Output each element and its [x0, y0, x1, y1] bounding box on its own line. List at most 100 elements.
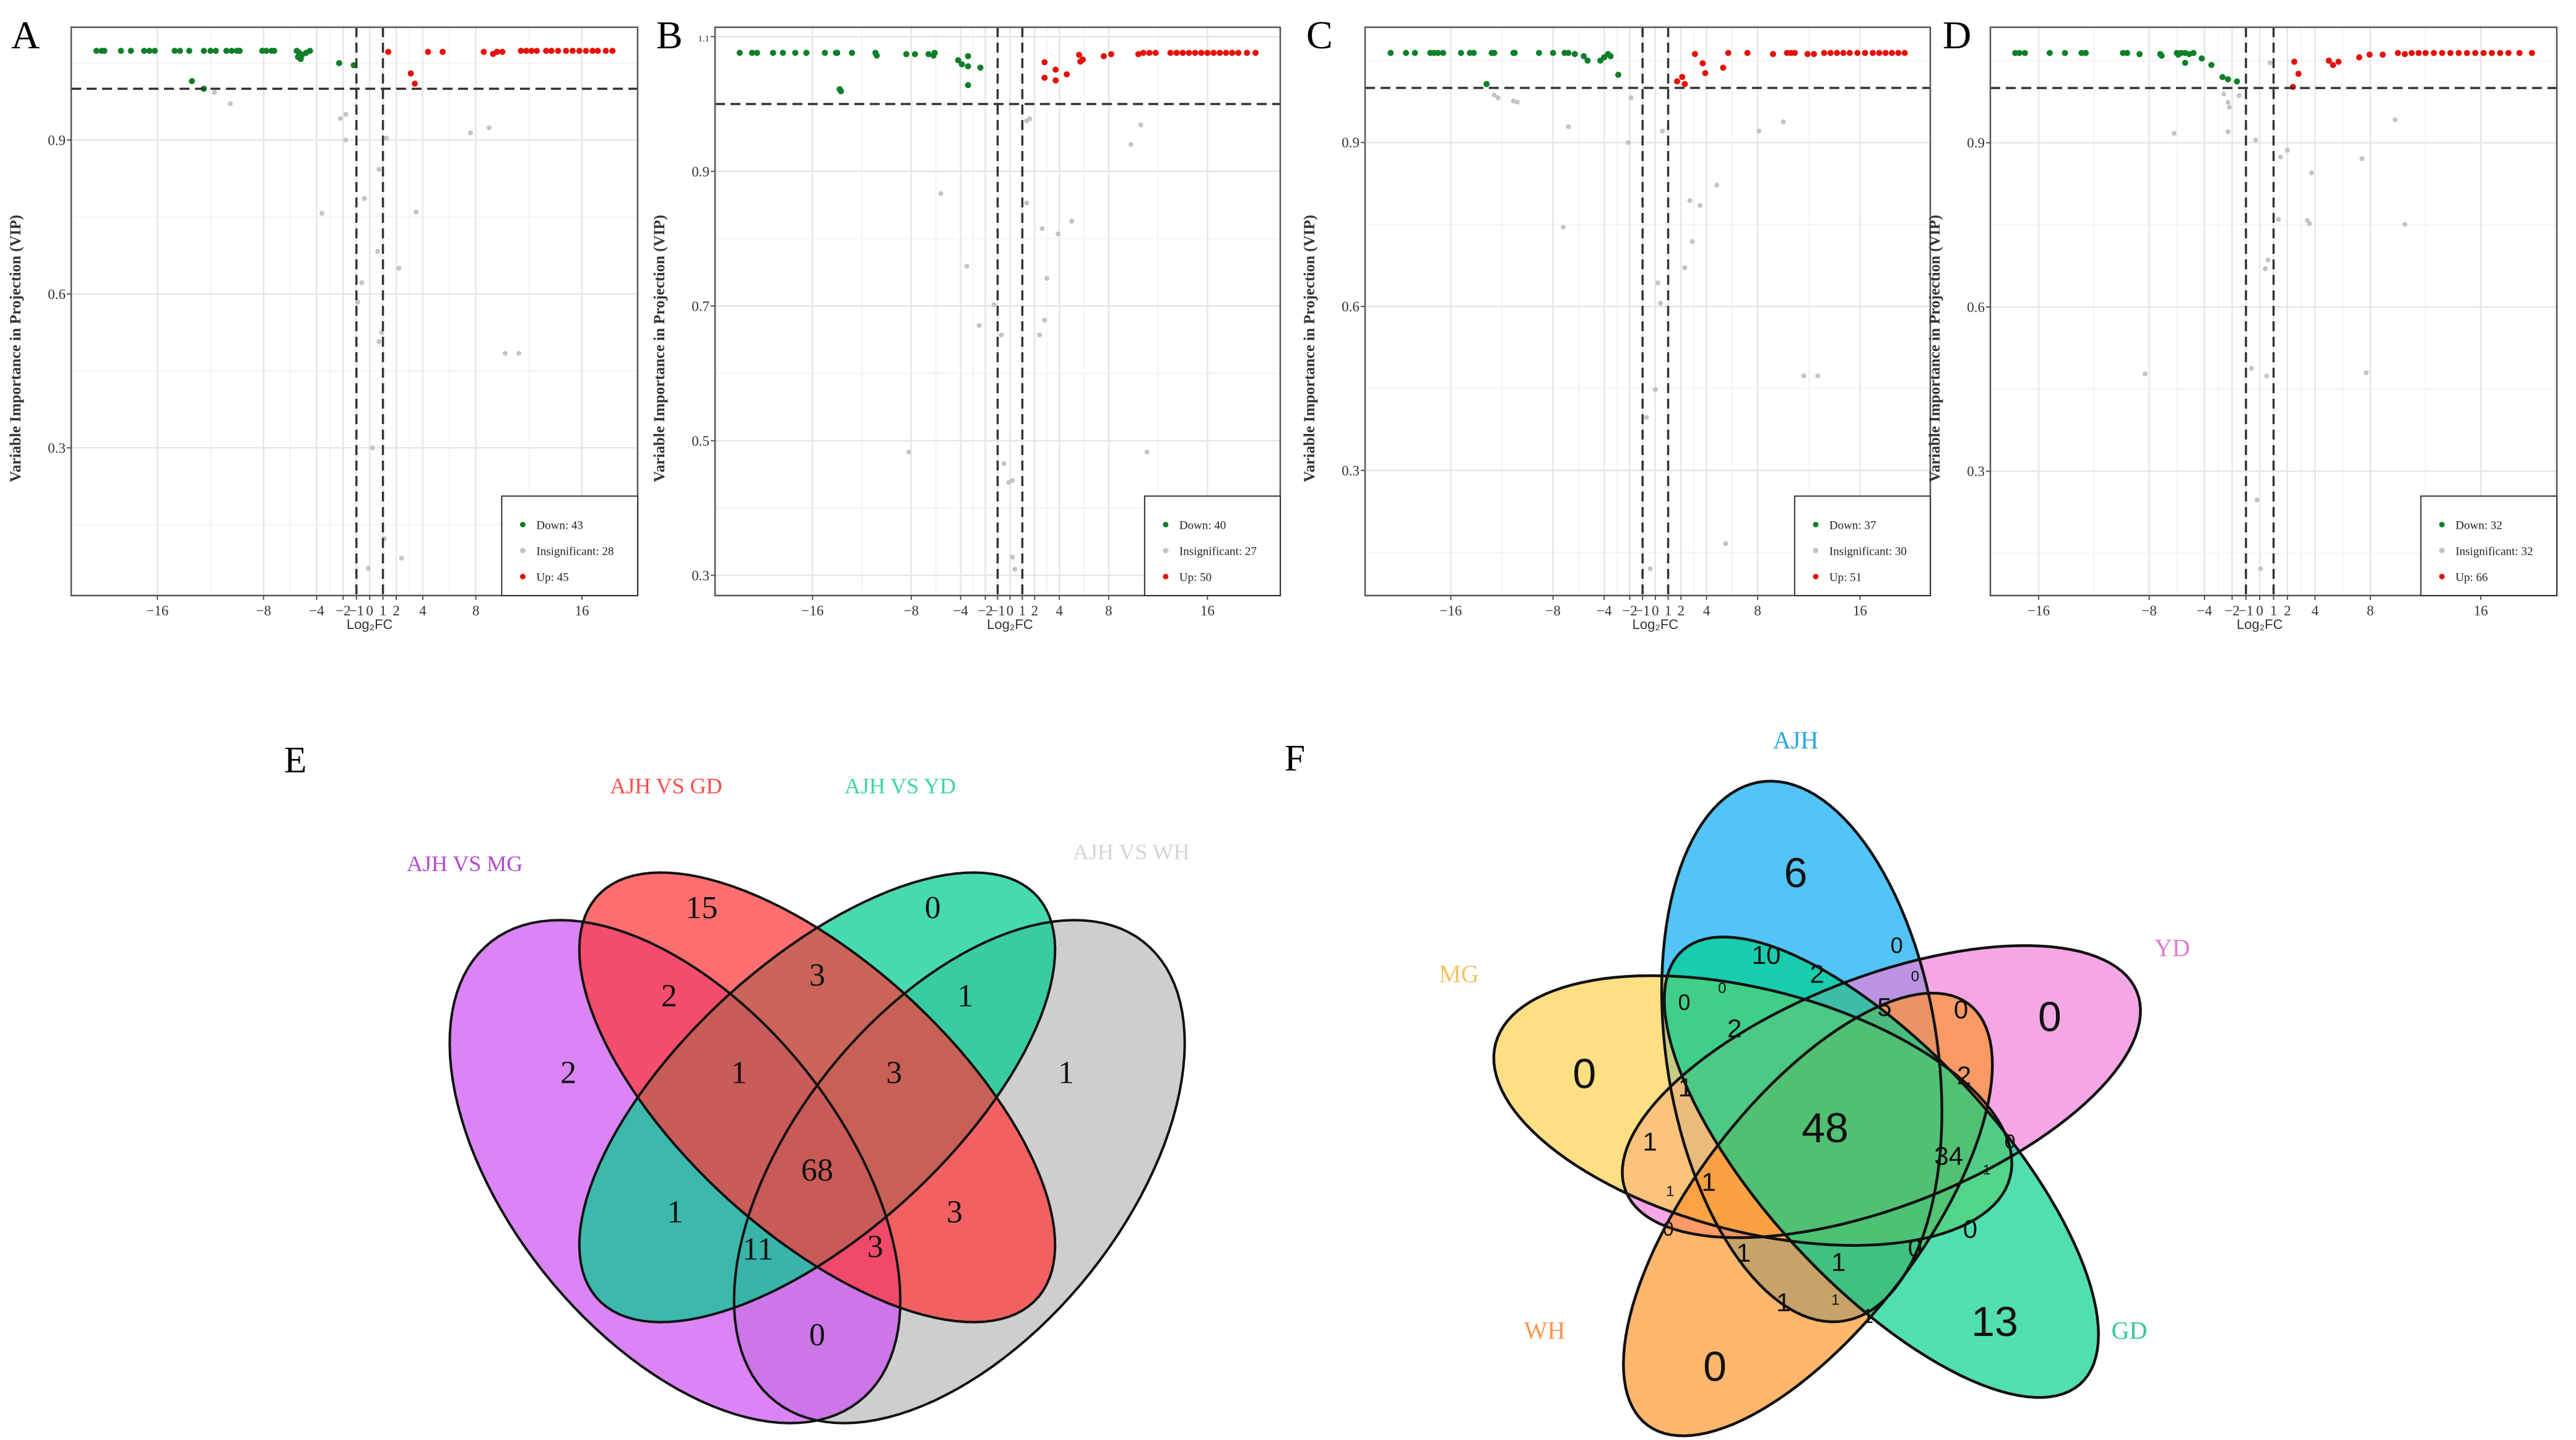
point-up	[528, 48, 535, 54]
point-insignificant	[2253, 137, 2258, 143]
point-down	[1581, 53, 1587, 59]
point-up	[1252, 50, 1259, 56]
point-up	[1052, 77, 1059, 84]
point-down	[1457, 50, 1464, 56]
x-tick-label: 8	[472, 603, 480, 618]
point-insignificant	[1042, 318, 1047, 323]
point-up	[555, 48, 562, 54]
point-insignificant	[1128, 142, 1134, 147]
point-up	[2356, 54, 2362, 61]
point-down	[965, 53, 971, 59]
venn-region-count: 1	[731, 1055, 747, 1090]
point-up	[2489, 50, 2496, 56]
venn-diagram-e: E AJH VS MG AJH VS GD AJH VS YD AJH VS WH 15 0…	[284, 740, 1190, 1425]
point-up	[1769, 51, 1776, 58]
point-insignificant	[376, 167, 382, 172]
point-up	[1076, 51, 1083, 58]
point-up	[1140, 50, 1147, 56]
point-up	[2366, 51, 2373, 58]
panel-label: D	[1943, 13, 1971, 57]
x-tick-label: −4	[1597, 603, 1612, 618]
venn-region-count: 1	[1983, 1162, 1990, 1178]
point-down	[306, 48, 313, 54]
point-up	[2291, 58, 2297, 65]
x-tick-label: −2	[978, 603, 992, 618]
point-insignificant	[376, 339, 382, 344]
point-insignificant	[1652, 387, 1658, 393]
point-up	[1674, 78, 1681, 85]
x-tick-label: −16	[801, 603, 823, 618]
point-up	[1679, 74, 1686, 80]
point-up	[2528, 50, 2535, 56]
point-up	[1854, 50, 1861, 56]
point-up	[1681, 80, 1688, 87]
legend-marker	[1813, 547, 1819, 553]
point-insignificant	[2309, 170, 2314, 176]
plot-frame	[1364, 26, 1932, 597]
point-insignificant	[1039, 226, 1045, 232]
y-tick-label: 0.6	[48, 287, 66, 302]
point-up	[1108, 51, 1114, 58]
y-tick-label: 0.3	[48, 440, 66, 456]
x-tick-label: 4	[1056, 603, 1063, 618]
point-insignificant	[2278, 154, 2283, 160]
x-tick-label: 4	[1703, 603, 1711, 618]
venn-set-label: AJH VS GD	[610, 774, 722, 799]
point-insignificant	[1010, 555, 1015, 560]
point-down	[2224, 76, 2231, 83]
y-tick-label: 0.9	[1342, 135, 1360, 150]
x-tick-label: −8	[256, 603, 271, 618]
legend-marker	[1813, 573, 1819, 579]
point-up	[1152, 50, 1159, 56]
point-up	[1870, 50, 1876, 56]
point-down	[146, 48, 153, 54]
point-up	[2295, 71, 2302, 77]
point-down	[207, 48, 214, 54]
point-down	[931, 50, 938, 56]
point-down	[748, 50, 755, 56]
legend-marker	[519, 521, 526, 527]
point-insignificant	[1138, 122, 1143, 128]
point-down	[849, 50, 856, 56]
point-up	[1804, 51, 1811, 58]
y-tick-label: 0.9	[692, 164, 709, 180]
point-up	[2335, 58, 2342, 65]
point-up	[1173, 50, 1180, 56]
venn-region-count: 0	[1911, 968, 1919, 985]
y-tick-label: 0.3	[1967, 464, 1985, 479]
point-up	[609, 48, 616, 54]
point-down	[171, 48, 178, 54]
point-up	[1223, 50, 1229, 56]
venn-region-count: 3	[809, 958, 825, 993]
point-up	[570, 48, 576, 54]
point-insignificant	[370, 445, 375, 451]
legend-entry: Up: 45	[536, 571, 568, 584]
point-down	[1571, 51, 1578, 58]
x-tick-label: 16	[575, 603, 589, 618]
point-down	[1565, 50, 1572, 56]
point-down	[955, 57, 961, 64]
point-insignificant	[2359, 156, 2365, 162]
venn-set-label: YD	[2154, 934, 2190, 962]
point-up	[1895, 50, 1902, 56]
venn-region-count: 0	[1891, 933, 1903, 958]
venn-region-count: 1	[1642, 1127, 1657, 1156]
point-down	[1535, 50, 1542, 56]
point-insignificant	[999, 332, 1004, 338]
point-up	[1052, 66, 1059, 73]
point-insignificant	[502, 350, 508, 356]
point-up	[1792, 50, 1798, 56]
point-insignificant	[2249, 365, 2254, 371]
point-down	[753, 50, 760, 56]
panel-label: A	[11, 13, 40, 57]
point-up	[2325, 57, 2332, 64]
point-insignificant	[1780, 119, 1786, 124]
x-tick-label: 0	[1652, 603, 1659, 618]
venn-region-count: 0	[925, 890, 941, 926]
point-up	[1146, 50, 1153, 56]
venn-set-gd	[1664, 937, 2099, 1398]
point-down	[2016, 50, 2023, 56]
venn-region-count: 48	[1802, 1104, 1849, 1152]
point-down	[838, 88, 844, 95]
